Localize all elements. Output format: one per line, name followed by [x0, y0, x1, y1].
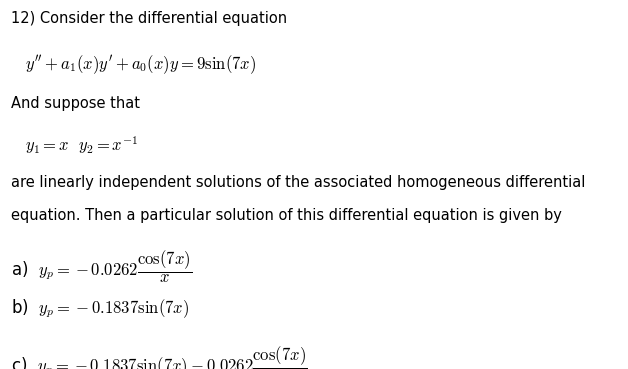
Text: a)  $y_p = -0.0262\dfrac{\mathrm{cos}(7x)}{x}$: a) $y_p = -0.0262\dfrac{\mathrm{cos}(7x)… — [11, 249, 193, 285]
Text: $y_1 = x\ \ y_2 = x^{-1}$: $y_1 = x\ \ y_2 = x^{-1}$ — [25, 135, 139, 156]
Text: b)  $y_p = -0.1837\sin(7x)$: b) $y_p = -0.1837\sin(7x)$ — [11, 297, 190, 320]
Text: c)  $y_p = -0.1837\sin(7x) - 0.0262\dfrac{\mathrm{cos}(7x)}{x}$: c) $y_p = -0.1837\sin(7x) - 0.0262\dfrac… — [11, 345, 308, 369]
Text: 12) Consider the differential equation: 12) Consider the differential equation — [11, 11, 288, 26]
Text: equation. Then a particular solution of this differential equation is given by: equation. Then a particular solution of … — [11, 208, 562, 224]
Text: are linearly independent solutions of the associated homogeneous differential: are linearly independent solutions of th… — [11, 175, 586, 190]
Text: And suppose that: And suppose that — [11, 96, 140, 111]
Text: $y'' + a_1(x)y' + a_0(x)y = 9\sin(7x)$: $y'' + a_1(x)y' + a_0(x)y = 9\sin(7x)$ — [25, 54, 256, 76]
